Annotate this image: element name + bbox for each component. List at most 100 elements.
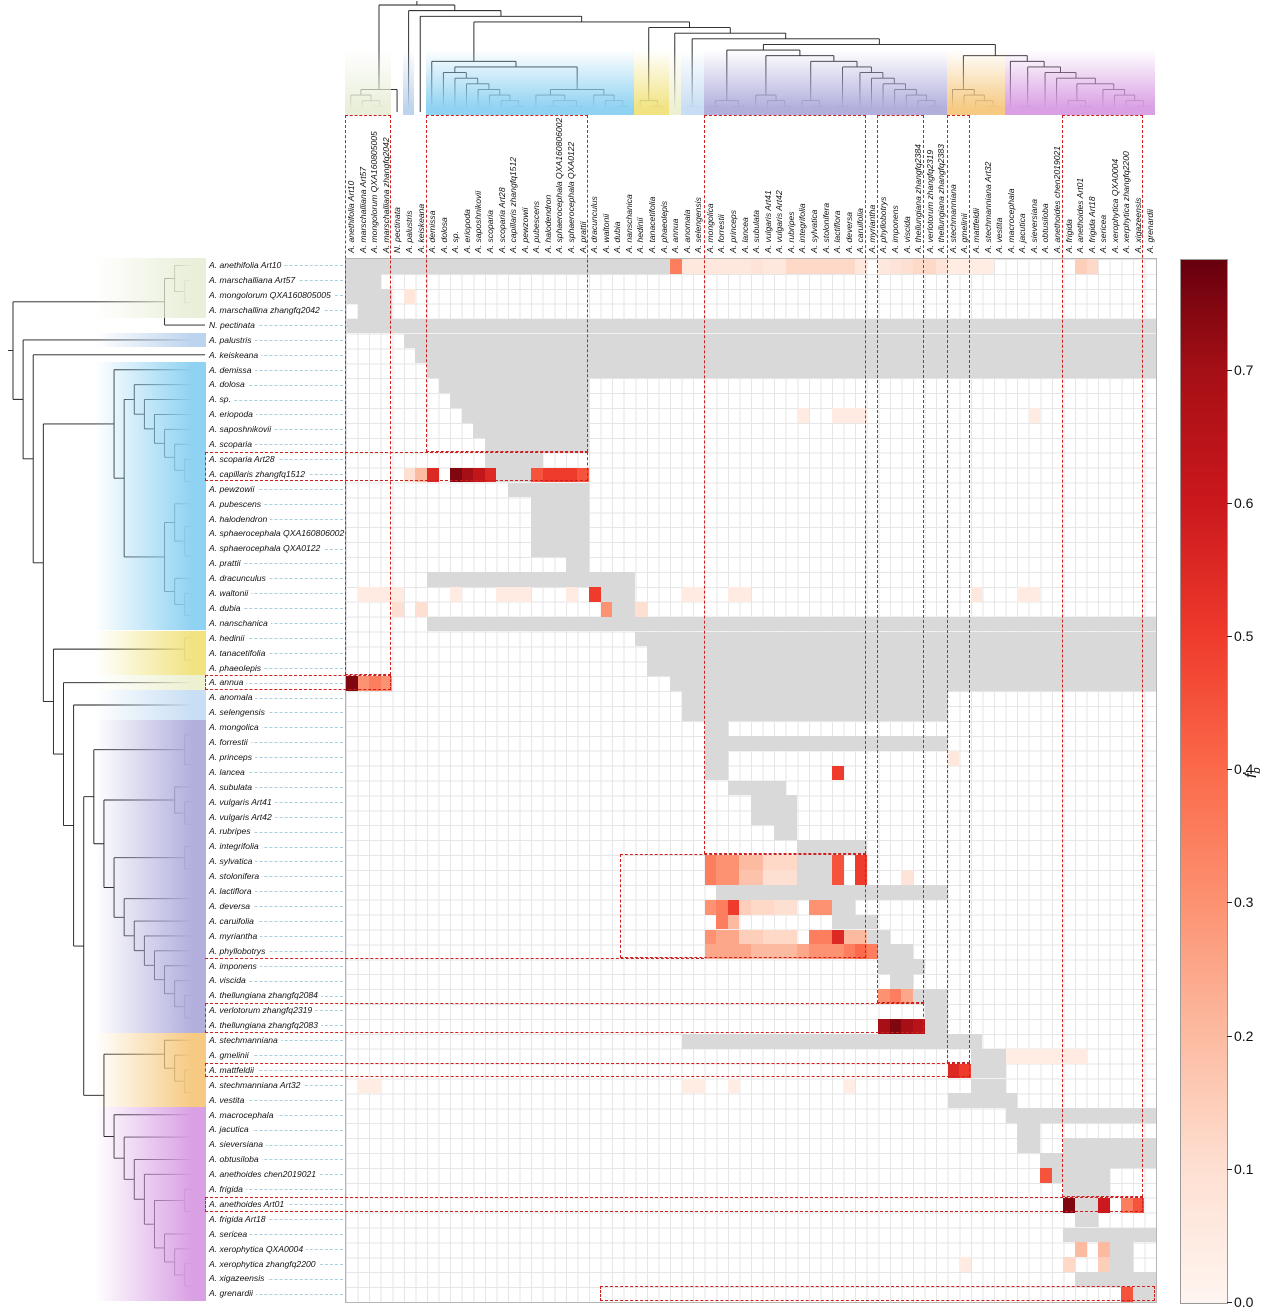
untestable-cell	[473, 422, 589, 438]
heatmap-cell	[751, 259, 763, 274]
row-label: A. subulata	[209, 781, 255, 792]
heatmap-cell	[357, 1078, 370, 1094]
row-leader-line	[209, 906, 343, 908]
col-label: A. tanacetifolia	[646, 196, 657, 253]
colorbar-tick	[1227, 1302, 1232, 1303]
col-label: A. subulata	[751, 210, 762, 253]
colorbar-tick	[1227, 369, 1232, 371]
heatmap-cell	[762, 944, 775, 960]
heatmap-cell	[727, 869, 740, 885]
heatmap-cell	[519, 586, 532, 602]
heatmap-cell	[762, 929, 775, 945]
untestable-cell	[1109, 1257, 1133, 1273]
heatmap-cell	[589, 586, 601, 602]
heatmap-cell	[843, 408, 856, 423]
col-label: A. obtusiloba	[1040, 203, 1051, 253]
heatmap-cell	[1040, 1167, 1052, 1183]
row-leader-line	[209, 429, 343, 431]
heatmap-cell	[855, 929, 867, 945]
row-leader-line	[209, 623, 343, 625]
col-label: A. lactiflora	[832, 210, 843, 253]
untestable-cell	[797, 869, 832, 885]
untestable-cell	[832, 914, 879, 930]
heatmap-cell	[704, 944, 717, 960]
untestable-cell	[913, 989, 948, 1004]
col-label: A. mongolica	[704, 203, 715, 253]
heatmap-cell	[832, 259, 844, 274]
heatmap-cell	[450, 467, 462, 483]
col-label: A. thellungiana zhangfq2383	[936, 144, 947, 253]
row-leader-line	[209, 727, 343, 729]
untestable-cell	[670, 676, 1156, 692]
untestable-cell	[415, 348, 1156, 364]
heatmap-cell	[901, 1018, 913, 1034]
heatmap-cell	[565, 467, 578, 483]
heatmap-cell	[889, 1018, 902, 1034]
heatmap-cell	[427, 467, 439, 483]
heatmap-cell	[369, 586, 381, 602]
untestable-cell	[531, 512, 589, 528]
heatmap-cell	[1028, 586, 1041, 602]
heatmap-cell	[716, 929, 728, 945]
heatmap-cell	[693, 259, 705, 274]
heatmap-cell	[982, 259, 994, 274]
row-label: A. thellungiana zhangfq2084	[209, 990, 321, 1001]
heatmap-cell	[889, 259, 902, 274]
row-label: N. pectinata	[209, 319, 258, 330]
heatmap-cell	[357, 676, 370, 692]
col-label: A. gmelinii	[959, 213, 970, 253]
row-label: A. lancea	[209, 766, 248, 777]
heatmap-cell	[774, 259, 786, 274]
colorbar-tick	[1227, 1168, 1232, 1170]
heatmap-cell	[1017, 1048, 1029, 1064]
untestable-cell	[612, 601, 636, 617]
heatmap-cell	[797, 259, 809, 274]
heatmap-cell	[681, 259, 694, 274]
heatmap-cell	[785, 944, 798, 960]
row-label: A. mattfeldii	[209, 1064, 257, 1075]
untestable-cell	[403, 333, 1156, 349]
col-label: A. myriantha	[866, 204, 877, 253]
untestable-cell	[716, 884, 948, 900]
untestable-cell	[635, 631, 1156, 647]
row-leader-line	[209, 608, 343, 610]
heatmap-cell	[832, 929, 844, 945]
row-leader-line	[209, 697, 343, 699]
heatmap-cell	[762, 899, 775, 915]
heatmap-cell	[727, 586, 740, 602]
row-label: A. frigida	[209, 1184, 246, 1195]
row-label: A. vulgaris Art41	[209, 796, 275, 807]
heatmap-cell	[970, 586, 983, 602]
row-label: A. xerophytica zhangfq2200	[209, 1258, 319, 1269]
heatmap-cell	[1017, 586, 1029, 602]
col-label: A. viscida	[901, 216, 912, 253]
heatmap-cell	[380, 586, 393, 602]
col-label: A. sieversiana	[1028, 199, 1039, 253]
heatmap-cell	[716, 914, 728, 930]
row-leader-line	[209, 414, 343, 416]
heatmap-cell	[1075, 1048, 1087, 1064]
col-label: A. xigazeensis	[1132, 197, 1143, 253]
heatmap-cell	[889, 989, 902, 1004]
untestable-cell	[531, 527, 589, 543]
untestable-cell	[646, 661, 1156, 677]
col-label: A. phyllobotrys	[878, 196, 889, 253]
row-label: A. integrifolia	[209, 841, 262, 852]
heatmap-cell	[762, 869, 775, 885]
row-leader-line	[209, 846, 343, 848]
row-label: A. scoparia	[209, 439, 255, 450]
row-label: A. myriantha	[209, 930, 261, 941]
row-label: A. frigida Art18	[209, 1213, 269, 1224]
row-label: A. thellungiana zhangfq2083	[209, 1020, 321, 1031]
col-label: A. sp.	[450, 231, 461, 253]
colorbar-tick-label: 0.1	[1234, 1160, 1254, 1177]
top-dendrogram	[350, 1, 1150, 112]
row-label: A. tanacetifolia	[209, 647, 269, 658]
heatmap-cell	[739, 899, 751, 915]
row-leader-line	[209, 786, 343, 788]
col-label: A. stechmanniana	[947, 184, 958, 253]
heatmap-cell	[1098, 1197, 1110, 1213]
heatmap-cell	[762, 259, 775, 274]
col-label: A. stolonifera	[820, 202, 831, 253]
row-label: A. princeps	[209, 751, 255, 762]
